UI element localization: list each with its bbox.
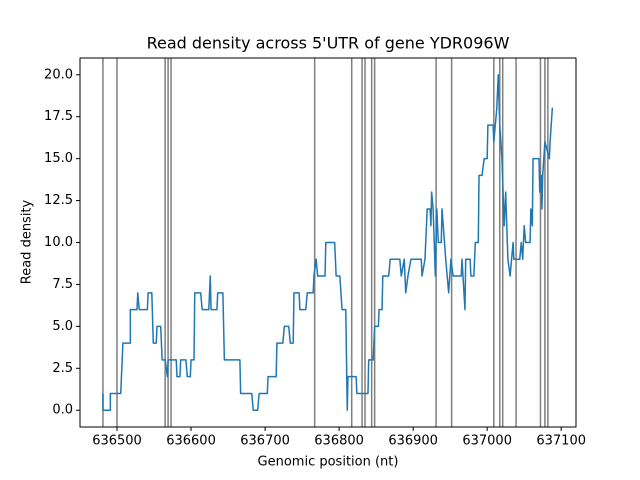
x-tick-label: 637100 — [536, 434, 586, 449]
y-tick-label: 7.5 — [52, 277, 73, 292]
x-tick-label: 637000 — [462, 434, 512, 449]
x-axis-label: Genomic position (nt) — [258, 455, 399, 470]
y-tick-label: 15.0 — [44, 151, 73, 166]
data-line — [102, 74, 554, 411]
x-tick-label: 636700 — [240, 434, 290, 449]
chart-title: Read density across 5'UTR of gene YDR096… — [147, 34, 510, 53]
x-tick-label: 636600 — [166, 434, 216, 449]
y-axis-label: Read density — [20, 199, 35, 284]
y-tick-label: 5.0 — [52, 319, 73, 334]
y-tick-label: 12.5 — [44, 193, 73, 208]
y-tick-label: 17.5 — [44, 109, 73, 124]
x-tick-label: 636900 — [388, 434, 438, 449]
y-tick-label: 20.0 — [44, 67, 73, 82]
y-tick-label: 0.0 — [52, 403, 73, 418]
y-tick-label: 10.0 — [44, 235, 73, 250]
x-tick-label: 636500 — [92, 434, 142, 449]
y-tick-label: 2.5 — [52, 361, 73, 376]
x-tick-label: 636800 — [314, 434, 364, 449]
